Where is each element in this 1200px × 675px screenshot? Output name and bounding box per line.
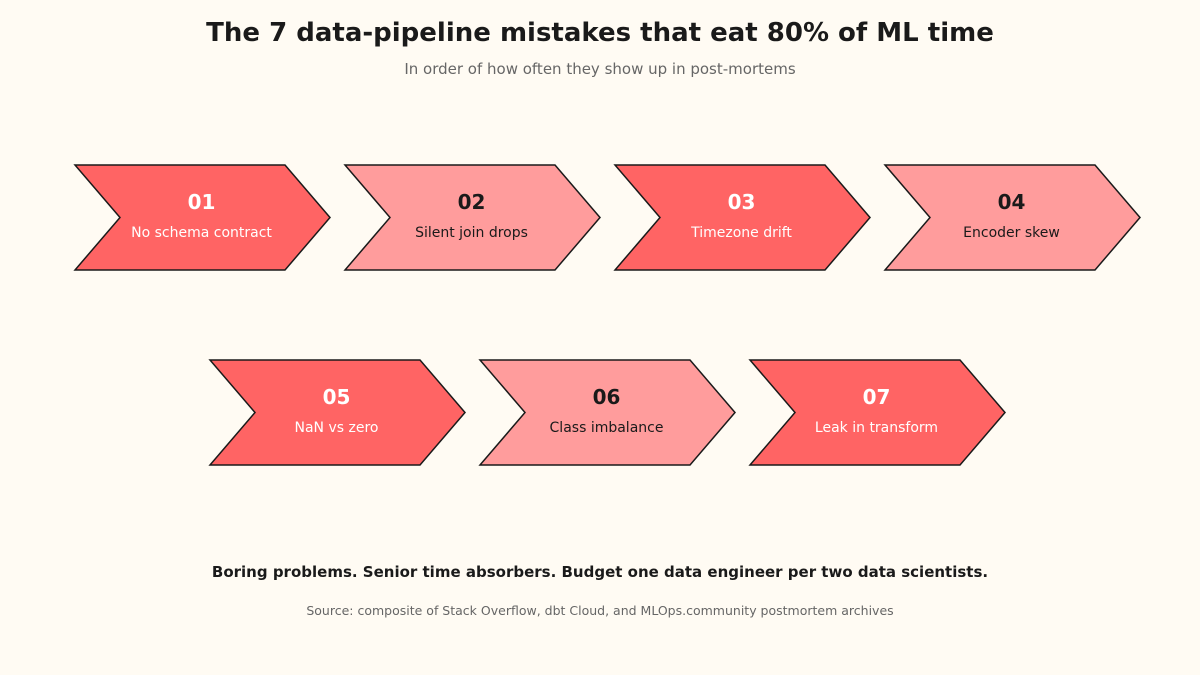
takeaway-text: Boring problems. Senior time absorbers. … <box>211 563 989 581</box>
chevron-step-03: 03 Timezone drift <box>613 164 871 271</box>
step-number: 07 <box>863 385 891 409</box>
step-number: 01 <box>188 190 216 214</box>
chevron-shape <box>478 359 736 466</box>
chevron-shape <box>883 164 1141 271</box>
step-label: Leak in transform <box>815 420 938 436</box>
step-number: 05 <box>323 385 351 409</box>
step-label: NaN vs zero <box>295 420 379 436</box>
step-number: 02 <box>458 190 486 214</box>
step-number: 04 <box>998 190 1026 214</box>
chevron-step-07: 07 Leak in transform <box>748 359 1006 466</box>
step-number: 06 <box>593 385 621 409</box>
step-label: Timezone drift <box>690 225 792 241</box>
chevron-shape <box>208 359 466 466</box>
chevron-shape <box>343 164 601 271</box>
chevron-shape <box>73 164 331 271</box>
step-number: 03 <box>728 190 756 214</box>
step-label: Encoder skew <box>963 225 1060 241</box>
chevron-shape <box>613 164 871 271</box>
chevron-step-05: 05 NaN vs zero <box>208 359 466 466</box>
source-note: Source: composite of Stack Overflow, dbt… <box>306 603 894 618</box>
step-label: Class imbalance <box>550 420 664 436</box>
chevron-step-01: 01 No schema contract <box>73 164 331 271</box>
chevron-step-06: 06 Class imbalance <box>478 359 736 466</box>
chevron-step-04: 04 Encoder skew <box>883 164 1141 271</box>
step-label: Silent join drops <box>415 225 528 241</box>
page-subtitle: In order of how often they show up in po… <box>404 60 796 78</box>
chevron-step-02: 02 Silent join drops <box>343 164 601 271</box>
page-title: The 7 data-pipeline mistakes that eat 80… <box>206 18 994 48</box>
step-label: No schema contract <box>131 225 272 241</box>
chevron-shape <box>748 359 1006 466</box>
